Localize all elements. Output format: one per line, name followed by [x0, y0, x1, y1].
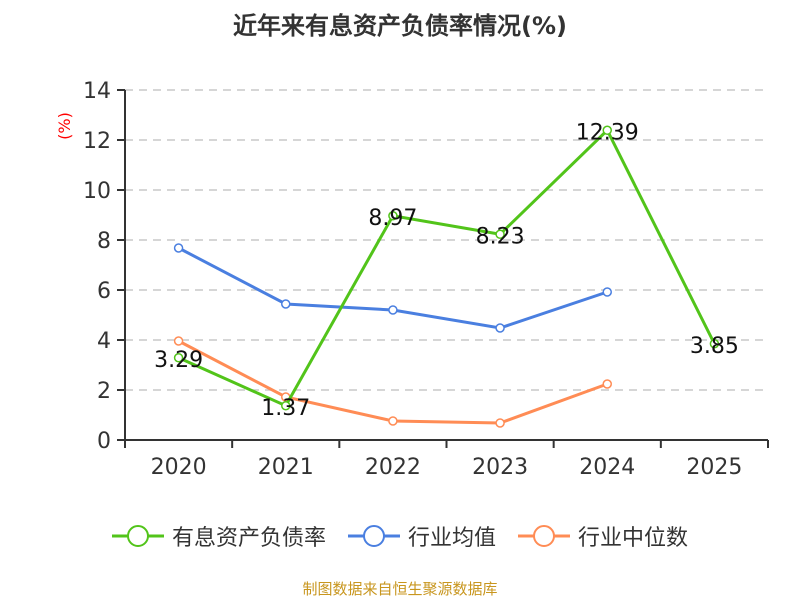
y-tick-label: 8	[97, 229, 111, 254]
series-line	[177, 246, 608, 330]
legend-item[interactable]: 有息资产负债率	[111, 520, 326, 552]
legend-marker-icon	[518, 525, 570, 547]
data-point	[495, 229, 505, 239]
legend-marker-icon	[111, 525, 164, 547]
data-point	[495, 323, 505, 333]
y-tick-label: 2	[97, 379, 111, 404]
data-label: 8.23	[476, 224, 525, 249]
x-tick-label: 2025	[686, 455, 742, 480]
data-label: 12.39	[576, 120, 639, 145]
data-point	[388, 305, 398, 315]
legend-label: 有息资产负债率	[171, 526, 326, 551]
y-tick-label: 14	[83, 79, 111, 104]
y-tick-label: 6	[97, 279, 111, 304]
data-point	[709, 339, 720, 349]
series-line	[177, 339, 608, 425]
source-note: 制图数据来自恒生聚源数据库	[302, 580, 498, 598]
data-point	[173, 336, 184, 346]
legend: 有息资产负债率 行业均值 行业中位数	[0, 520, 800, 552]
data-label: 1.37	[261, 396, 310, 421]
data-point	[281, 401, 291, 411]
y-tick-label: 0	[97, 429, 111, 454]
legend-label: 行业均值	[407, 526, 496, 551]
data-label: 3.29	[154, 348, 203, 373]
x-tick-label: 2023	[472, 455, 528, 480]
y-tick-label: 12	[83, 129, 111, 154]
x-tick-label: 2020	[151, 455, 207, 480]
data-point	[281, 299, 291, 309]
data-label: 3.85	[690, 334, 739, 359]
data-point	[602, 125, 612, 135]
x-tick-label: 2024	[579, 455, 635, 480]
legend-label: 行业中位数	[578, 526, 689, 551]
legend-item[interactable]: 行业均值	[347, 520, 496, 552]
data-point	[173, 353, 184, 363]
series-line	[177, 127, 716, 408]
data-label: 8.97	[368, 206, 417, 231]
x-tick-label: 2021	[258, 455, 314, 480]
y-axis-label: (%)	[55, 112, 74, 140]
data-point	[388, 211, 398, 221]
data-point	[388, 416, 398, 426]
data-point	[602, 287, 612, 297]
data-point	[602, 379, 612, 389]
y-tick-label: 10	[83, 179, 111, 204]
data-point	[173, 243, 184, 253]
chart-title: 近年来有息资产负债率情况(%)	[233, 12, 567, 40]
y-tick-label: 4	[97, 329, 111, 354]
legend-item[interactable]: 行业中位数	[518, 520, 688, 552]
x-tick-label: 2022	[365, 455, 421, 480]
data-point	[495, 418, 505, 428]
legend-marker-icon	[347, 525, 400, 547]
